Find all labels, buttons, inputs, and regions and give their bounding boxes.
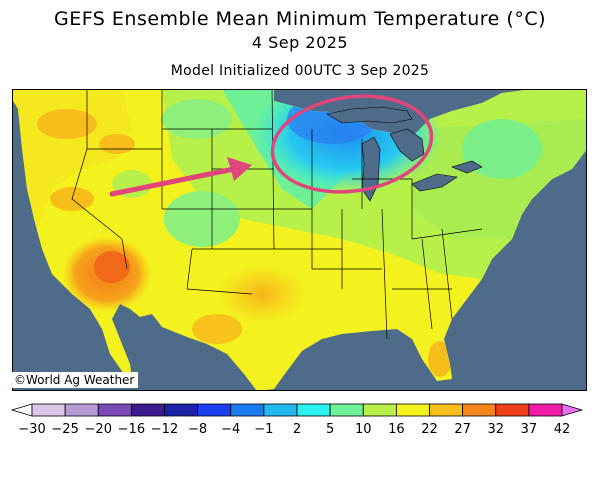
colorbar-tick-label: 27 — [454, 422, 471, 437]
forecast-date: 4 Sep 2025 — [251, 33, 349, 52]
colorbar-tick-label: −25 — [51, 422, 78, 437]
colorbar-swatch — [230, 403, 265, 417]
colorbar-swatch — [31, 403, 66, 417]
colorbar-tick-label: −1 — [254, 422, 273, 437]
colorbar-swatch — [395, 403, 430, 417]
colorbar-tick-label: −12 — [151, 422, 178, 437]
credit-label: ©World Ag Weather — [12, 372, 139, 388]
colorbar-tick-label: −30 — [18, 422, 45, 437]
colorbar-tick-label: 37 — [521, 422, 538, 437]
colorbar-min-triangle — [10, 403, 33, 417]
colorbar-swatch — [97, 403, 132, 417]
model-init-time: Model Initialized 00UTC 3 Sep 2025 — [170, 63, 430, 79]
colorbar-tick-label: −8 — [188, 422, 207, 437]
colorbar-tick-label: −20 — [85, 422, 112, 437]
color-scale-legend: −30 −25 −20 −16 −12 −8 −4 −1 2 5 10 16 22 27 32 37 42 — [10, 403, 584, 437]
colorbar-swatch — [495, 403, 530, 417]
map-title: GEFS Ensemble Mean Minimum Temperature (… — [53, 8, 547, 30]
wind-flow-arrow — [109, 157, 252, 197]
colorbar-tick-label: 10 — [355, 422, 372, 437]
colorbar-swatch — [130, 403, 165, 417]
colorbar-tick-label: −4 — [221, 422, 240, 437]
colorbar-tick-label: 16 — [388, 422, 405, 437]
colorbar-swatch — [197, 403, 232, 417]
colorbar-tick-label: 22 — [421, 422, 438, 437]
great-lakes — [326, 106, 483, 202]
colorbar-swatch — [296, 403, 331, 417]
colorbar-max-triangle — [561, 403, 584, 417]
great-lakes-annotation-circle — [270, 94, 434, 194]
colorbar-swatch — [362, 403, 397, 417]
temperature-map — [12, 89, 587, 391]
colorbar-tick-label: 32 — [487, 422, 504, 437]
colorbar-swatch — [164, 403, 199, 417]
colorbar-tick-label: −16 — [118, 422, 145, 437]
colorbar-swatch — [528, 403, 563, 417]
colorbar-swatch — [263, 403, 298, 417]
colorbar-tick-label: 2 — [293, 422, 301, 437]
colorbar-tick-label: 42 — [554, 422, 571, 437]
colorbar-swatch — [329, 403, 364, 417]
colorbar-tick-label: 5 — [326, 422, 334, 437]
colorbar-swatch — [64, 403, 99, 417]
colorbar-swatch — [429, 403, 464, 417]
colorbar-swatch — [462, 403, 497, 417]
